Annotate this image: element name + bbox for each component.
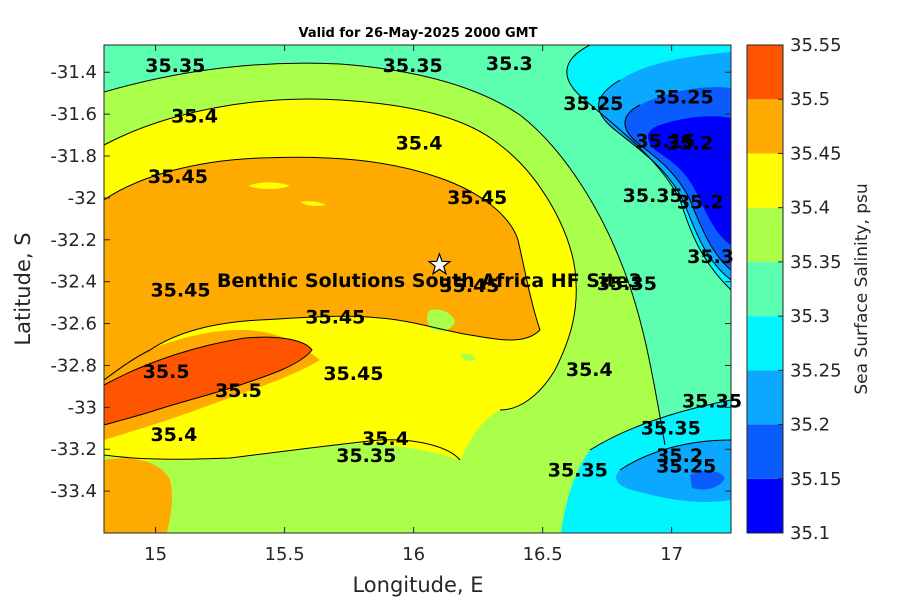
contour-line xyxy=(104,336,313,426)
contour-label: 35.25 xyxy=(563,93,623,115)
contour-map xyxy=(104,45,731,533)
y-tick-label: -33.4 xyxy=(50,481,97,502)
contour-label: 35.45 xyxy=(439,275,499,297)
colorbar-swatch xyxy=(747,478,783,533)
y-tick-label: -33 xyxy=(68,397,97,418)
contour-label: 35.35 xyxy=(623,185,683,207)
contour-label: 35.3 xyxy=(687,246,734,268)
contour-label: 35.45 xyxy=(323,363,383,385)
fill-island-4 xyxy=(460,353,476,361)
fill-orange-se-corner xyxy=(104,458,173,533)
colorbar-tick-label: 35.3 xyxy=(790,306,830,327)
contour-label: 35.25 xyxy=(654,87,714,109)
y-tick-label: -32.4 xyxy=(50,272,97,293)
y-tick-label: -31.4 xyxy=(50,62,97,83)
contour-label: 35.35 xyxy=(145,55,205,77)
fill-ne-blue-3 xyxy=(648,116,731,245)
contour-label: 35.2 xyxy=(656,445,703,467)
contour-label: 35.2 xyxy=(677,191,724,213)
x-tick-label: 15.5 xyxy=(265,544,305,565)
x-tick-label: 16.5 xyxy=(523,544,563,565)
contour-line xyxy=(104,62,666,446)
contour-line xyxy=(104,439,461,461)
contour-line xyxy=(104,156,541,381)
contour-line xyxy=(619,439,731,471)
contour-label: 35.45 xyxy=(148,166,208,188)
contour-label: 35.45 xyxy=(150,279,210,301)
fill-island-3 xyxy=(427,309,455,332)
colorbar-frame xyxy=(746,44,784,534)
x-axis-label: Longitude, E xyxy=(352,573,483,597)
contour-label: 35.2 xyxy=(666,133,713,155)
site-star-icon xyxy=(427,252,452,276)
y-tick-label: -32.6 xyxy=(50,314,97,335)
y-tick-label: -33.2 xyxy=(50,439,97,460)
contour-line xyxy=(598,79,731,281)
contour-line xyxy=(566,45,731,291)
x-tick-label: 17 xyxy=(660,544,683,565)
contour-line xyxy=(104,98,577,411)
colorbar-tick-label: 35.4 xyxy=(790,198,830,219)
contour-label: 35.45 xyxy=(447,187,507,209)
contour-label: 35.5 xyxy=(143,361,190,383)
fill-island-1 xyxy=(248,182,290,189)
contour-line xyxy=(589,399,731,451)
colorbar-swatch xyxy=(747,261,783,317)
colorbar-swatch xyxy=(747,370,783,425)
fill-island-2 xyxy=(300,201,326,206)
x-ticks: 15 15.5 16 16.5 17 xyxy=(144,45,683,565)
contour-label: 35.4 xyxy=(150,424,197,446)
contour-label: 35.15 xyxy=(636,131,696,153)
contour-label: 35.4 xyxy=(396,133,443,155)
contour-label: 35.35 xyxy=(682,390,742,412)
plot-frame xyxy=(103,44,732,534)
colorbar-swatch xyxy=(747,45,783,100)
contour-label: 35.35 xyxy=(336,445,396,467)
x-tick-label: 16 xyxy=(402,544,425,565)
colorbar-tick-label: 35.45 xyxy=(790,143,842,164)
colorbar-tick-label: 35.55 xyxy=(790,35,842,56)
colorbar-swatch xyxy=(747,424,783,479)
colorbar-tick-label: 35.1 xyxy=(790,523,830,544)
y-tick-label: -31.6 xyxy=(50,104,97,125)
colorbar-swatch xyxy=(747,316,783,371)
contour-label: 35.35 xyxy=(383,55,443,77)
contour-label: 35.25 xyxy=(656,455,716,477)
fill-island-5 xyxy=(577,389,584,405)
colorbar-tick-label: 35.2 xyxy=(790,415,830,436)
y-tick-label: -31.8 xyxy=(50,146,97,167)
contour-label: 35.4 xyxy=(171,105,218,127)
contour-label: 35.45 xyxy=(305,307,365,329)
colorbar-tick-label: 35.25 xyxy=(790,360,842,381)
y-tick-label: -32 xyxy=(68,188,97,209)
site-marker-group: Benthic Solutions South Africa HF Site3 xyxy=(217,252,642,292)
y-ticks: -31.4 -31.6 -31.8 -32 -32.2 -32.4 -32.6 -32.8 -3… xyxy=(50,62,731,502)
contour-label: 35.35 xyxy=(548,459,608,481)
colorbar-label: Sea Surface Salinity, psu xyxy=(852,183,872,394)
contour-label: 35.35 xyxy=(597,273,657,295)
contour-labels: 35.35 35.35 35.335.25 35.2535.1535.235.435.… xyxy=(143,53,742,481)
contour-label: 35.5 xyxy=(215,380,262,402)
site-label: Benthic Solutions South Africa HF Site3 xyxy=(217,270,642,292)
colorbar-tick-label: 35.35 xyxy=(790,252,842,273)
colorbar-swatch xyxy=(747,99,783,154)
y-axis-label: Latitude, S xyxy=(11,232,35,345)
colorbar-swatch xyxy=(747,153,783,208)
contour-label: 35.4 xyxy=(362,428,409,450)
contour-label: 35.35 xyxy=(641,418,701,440)
colorbar: 35.1 35.15 35.2 35.25 35.3 35.35 35.4 35.45 35.5… xyxy=(746,35,842,544)
colorbar-tick-label: 35.15 xyxy=(790,469,842,490)
fill-se-blue-2 xyxy=(690,470,725,490)
colorbar-tick-label: 35.5 xyxy=(790,89,830,110)
contour-line xyxy=(624,104,731,271)
y-tick-label: -32.8 xyxy=(50,355,97,376)
colorbar-swatch xyxy=(747,207,783,262)
chart-title: Valid for 26-May-2025 2000 GMT xyxy=(299,26,538,41)
y-tick-label: -32.2 xyxy=(50,230,97,251)
fill-red-patch xyxy=(104,337,312,425)
contour-label: 35.4 xyxy=(566,359,613,381)
contour-label: 35.3 xyxy=(486,53,533,75)
x-tick-label: 15 xyxy=(144,544,167,565)
